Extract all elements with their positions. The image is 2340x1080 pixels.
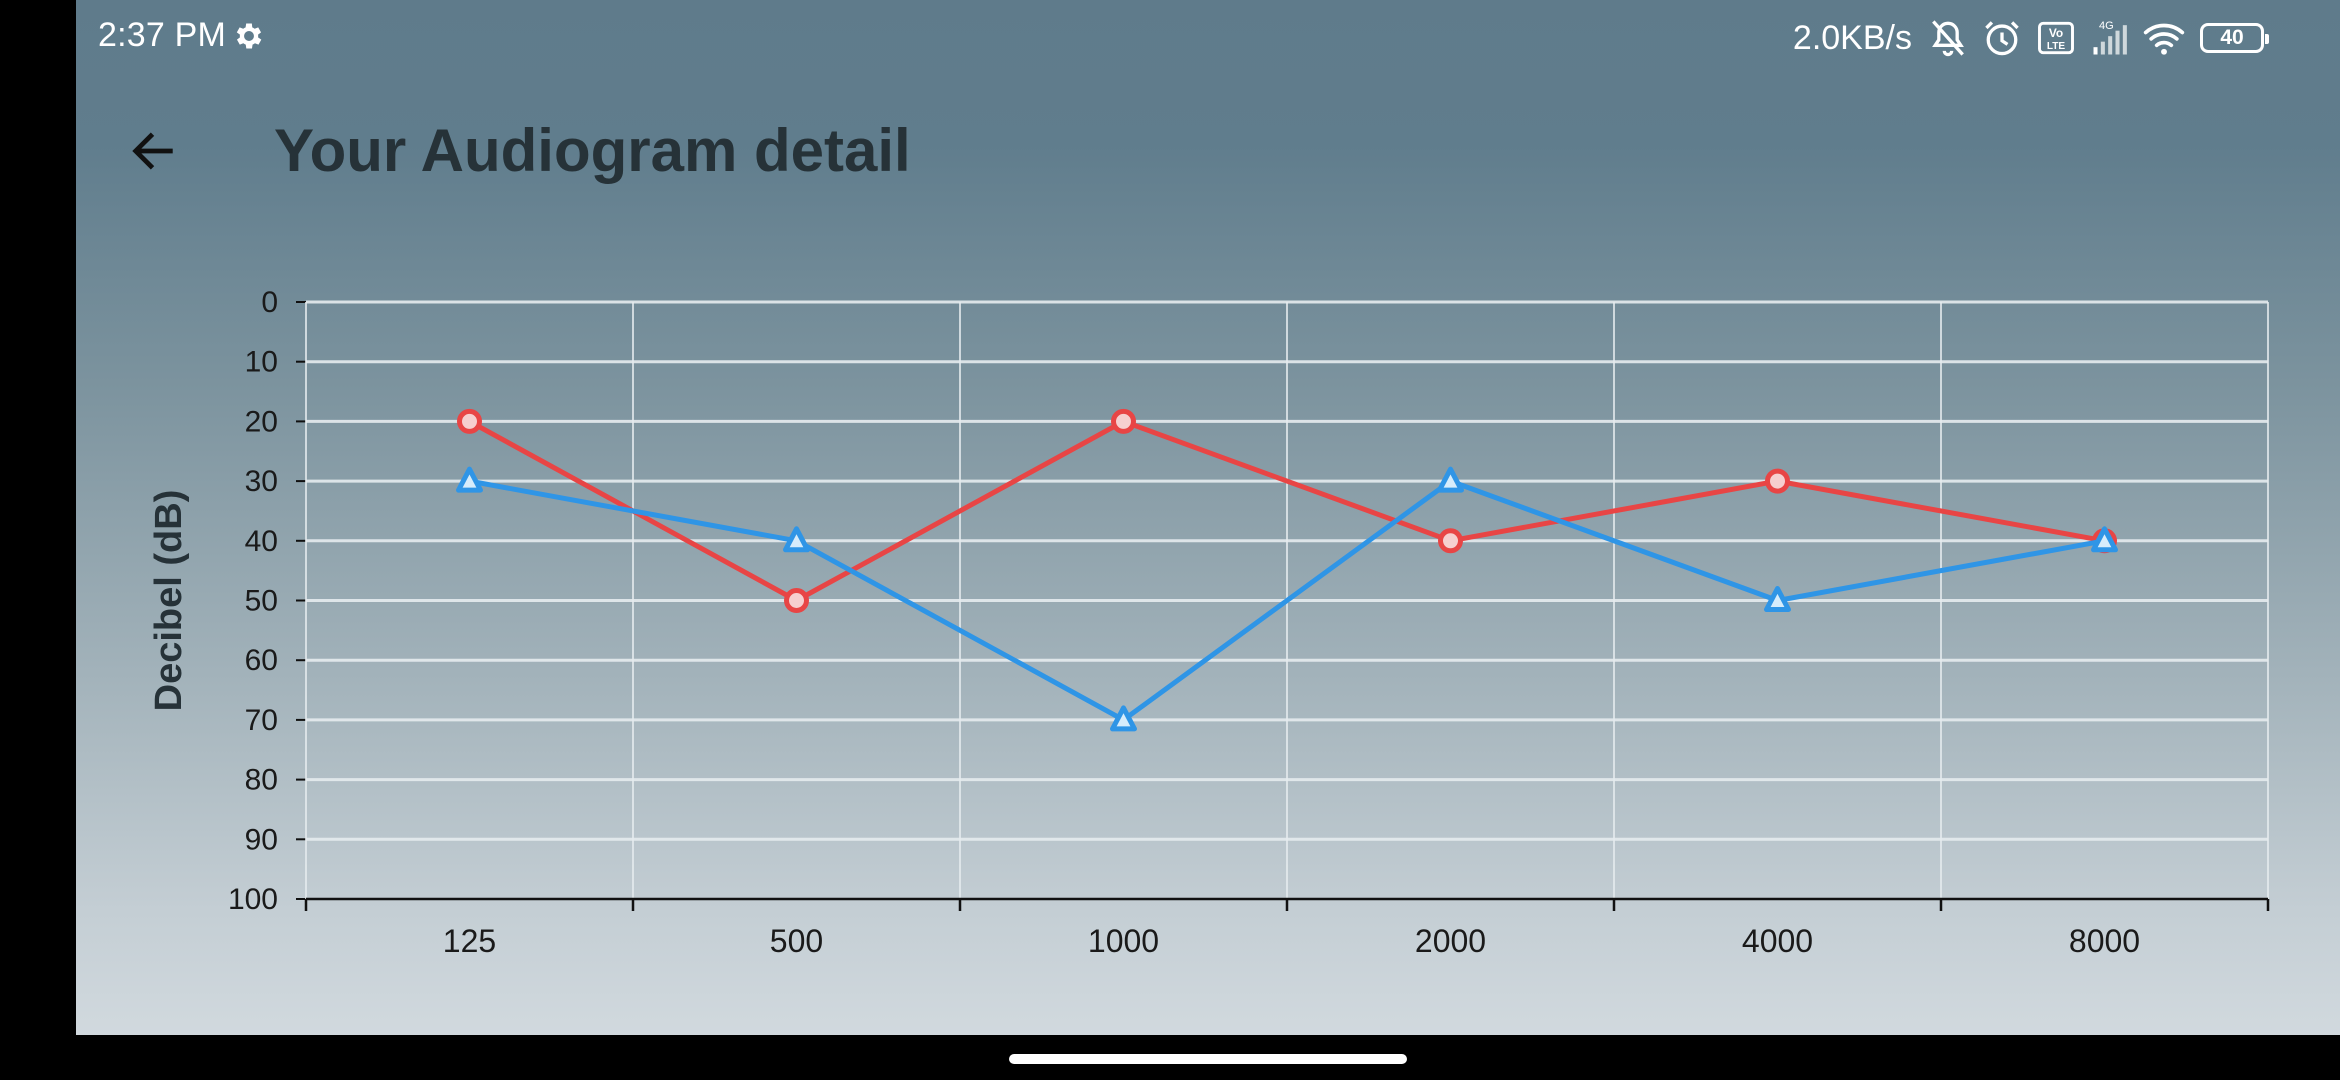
page-title: Your Audiogram detail (274, 117, 911, 184)
wifi-icon (2143, 23, 2185, 55)
svg-text:LTE: LTE (2047, 41, 2066, 52)
data-point-circle (457, 408, 482, 434)
y-tick-label: 70 (245, 704, 278, 737)
settings-gear-icon (236, 23, 262, 49)
x-tick-label: 2000 (1415, 923, 1486, 959)
y-tick-label: 40 (245, 525, 278, 558)
x-tick-label: 4000 (1742, 923, 1813, 959)
signal-type-label: 4G (2099, 20, 2114, 32)
y-tick-label: 50 (245, 585, 278, 618)
y-axis-label: Decibel (dB) (148, 490, 190, 712)
app-screen: 2:37 PM 2.0KB/s Vo LTE 4G (76, 0, 2340, 1035)
y-tick-label: 100 (228, 883, 278, 916)
y-tick-label: 90 (245, 823, 278, 856)
audiogram-chart: 0 10 20 30 40 50 60 70 80 90 100 125 500 1000 2000 4000… (148, 286, 2270, 959)
net-speed: 2.0KB/s (1792, 18, 1912, 57)
series-line (469, 478, 2105, 723)
y-tick-label: 60 (245, 644, 278, 677)
mute-icon (1932, 20, 1964, 57)
data-point-triangle (783, 526, 810, 553)
battery-icon: 40 (2200, 23, 2269, 53)
data-point-triangle (1764, 586, 1791, 612)
y-tick-label: 0 (261, 286, 278, 319)
x-tick-label: 8000 (2069, 923, 2140, 959)
volte-icon: Vo LTE (2038, 21, 2074, 55)
app-bar: Your Audiogram detail (76, 96, 2340, 206)
data-point-triangle (2091, 526, 2118, 553)
svg-text:Vo: Vo (2049, 26, 2063, 40)
y-tick-label: 20 (245, 405, 278, 438)
alarm-icon (1985, 21, 2019, 56)
x-tick-label: 125 (443, 923, 496, 959)
data-point-circle (1765, 468, 1790, 494)
y-tick-label: 10 (245, 346, 278, 379)
series-line (468, 418, 2105, 603)
data-point-circle (1438, 528, 1463, 554)
status-icons: 2.0KB/s Vo LTE 4G (1792, 12, 2269, 64)
x-tick-label: 500 (770, 923, 823, 959)
data-point-triangle (456, 466, 483, 493)
home-indicator[interactable] (1009, 1054, 1407, 1064)
y-tick-label: 80 (245, 764, 278, 797)
status-bar: 2:37 PM 2.0KB/s Vo LTE 4G (76, 0, 2340, 76)
status-time: 2:37 PM (98, 16, 227, 54)
arrow-left-icon (132, 132, 173, 170)
data-point-circle (1111, 408, 1136, 434)
y-tick-label: 30 (245, 465, 278, 498)
data-point-circle (784, 588, 809, 613)
data-point-triangle (1110, 705, 1137, 732)
data-point-triangle (1437, 466, 1464, 493)
signal-icon: 4G (2093, 20, 2127, 55)
x-tick-label: 1000 (1088, 923, 1159, 959)
back-button[interactable] (116, 114, 190, 188)
battery-level: 40 (2220, 26, 2244, 49)
